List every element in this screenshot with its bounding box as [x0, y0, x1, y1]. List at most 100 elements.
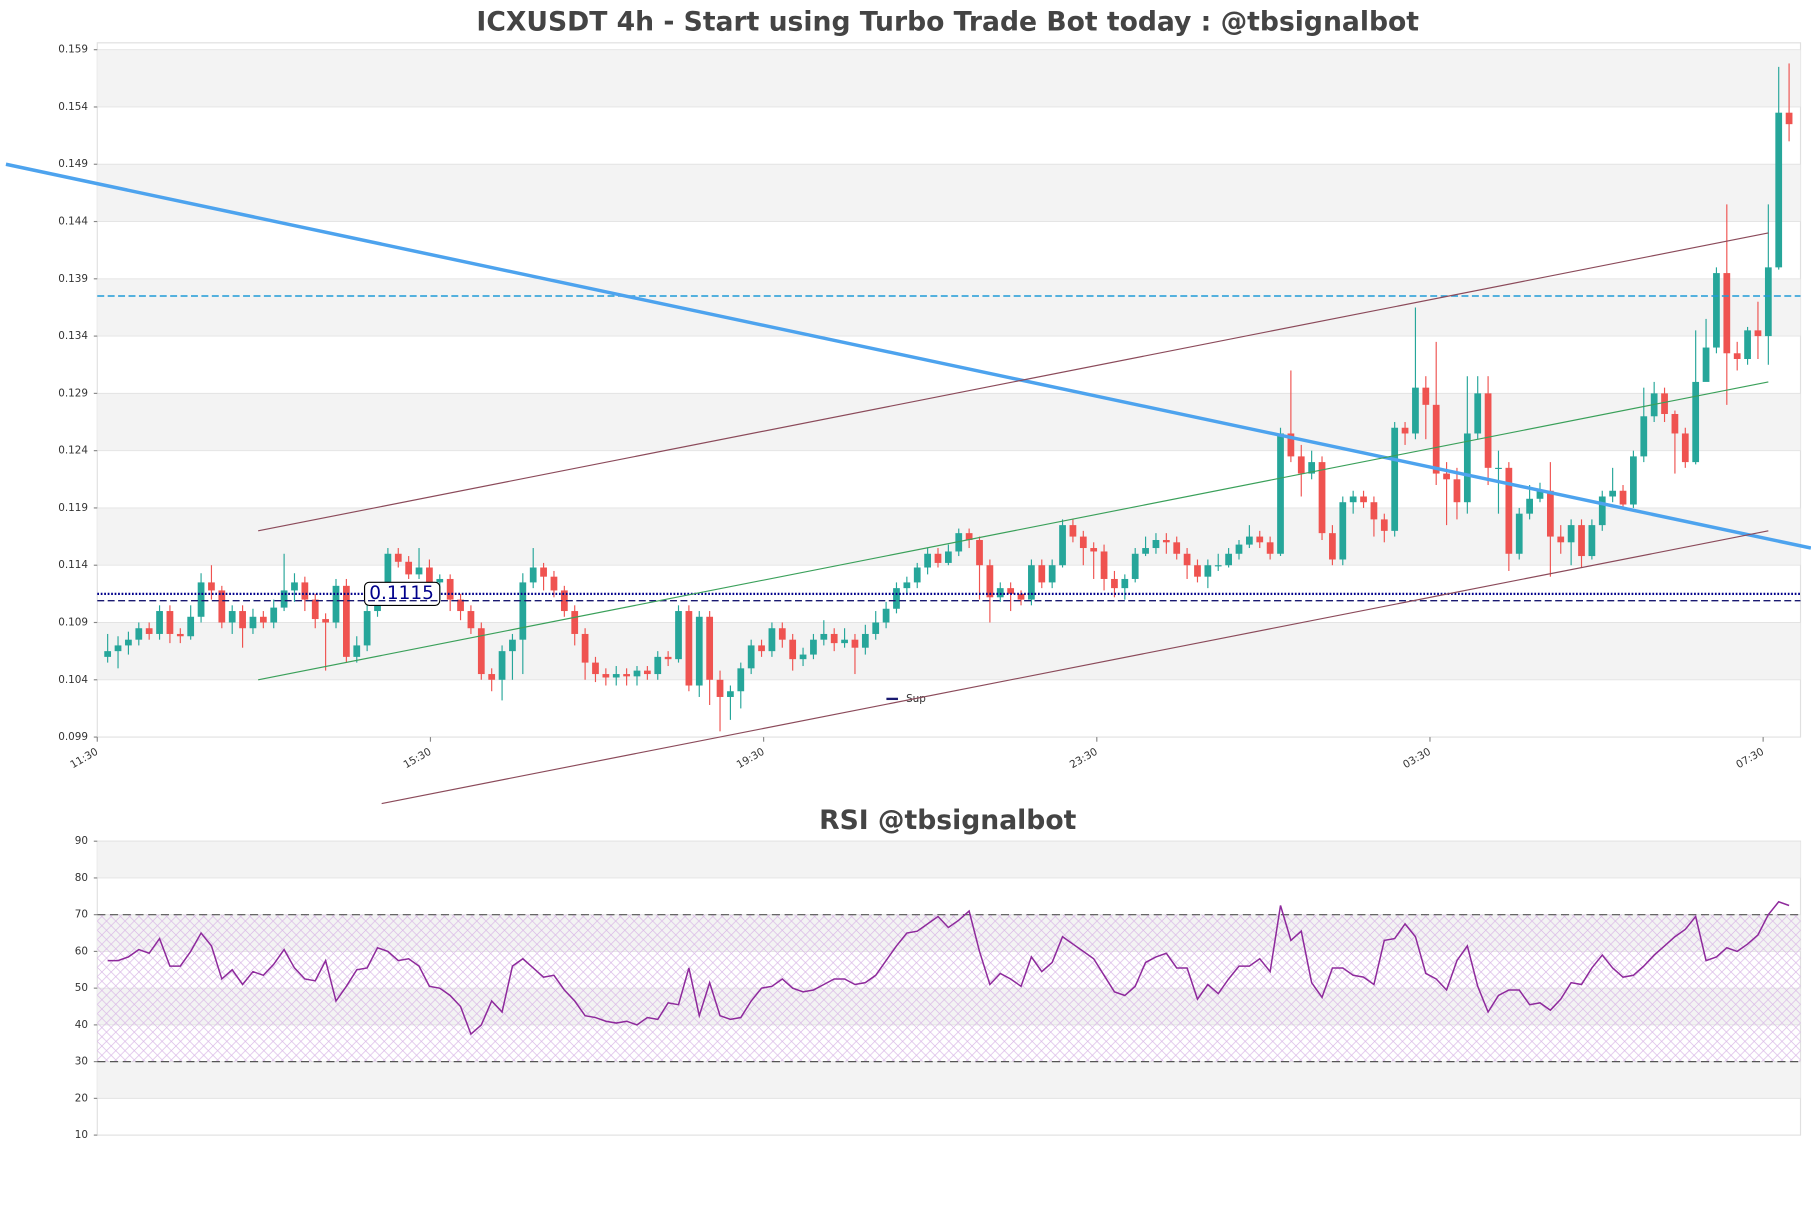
candle-body — [1391, 427, 1399, 531]
band — [97, 914, 1801, 1062]
candle-body — [291, 582, 298, 591]
plot-area — [96, 42, 1802, 738]
y-tick-label: 0.139 — [58, 273, 88, 285]
x-tick-label: 15:30 — [401, 746, 433, 771]
candle-body — [1578, 525, 1585, 557]
grid-band — [97, 49, 1801, 107]
candle-body — [477, 628, 485, 675]
candle-body — [768, 628, 776, 652]
candle-body — [519, 582, 527, 640]
candle-body — [944, 551, 952, 563]
y-tick-label: 50 — [75, 982, 88, 994]
candle-body — [446, 578, 454, 600]
candle-body — [529, 567, 537, 583]
candle-body — [301, 582, 309, 600]
candle-body — [1681, 433, 1689, 463]
candle-body — [114, 645, 122, 652]
x-tick-label: 23:30 — [1068, 746, 1100, 771]
candle-body — [498, 651, 506, 680]
candle-body — [280, 590, 288, 608]
candle-body — [654, 656, 662, 675]
candle-body — [934, 553, 942, 563]
candle-body — [1474, 393, 1482, 434]
candle-body — [270, 607, 278, 623]
candle-body — [1131, 553, 1139, 579]
candle-body — [1785, 112, 1793, 125]
candle-body — [913, 567, 921, 583]
candle-body — [436, 578, 444, 583]
candle-body — [727, 691, 734, 697]
grid-band — [97, 278, 1801, 337]
y-tick-label: 0.119 — [58, 502, 88, 514]
candle-body — [405, 561, 413, 575]
x-tick-label: 07:30 — [1734, 746, 1766, 771]
candle-body — [1588, 525, 1596, 557]
candle-body — [737, 668, 745, 692]
candle-body — [1380, 519, 1388, 531]
candle-body — [830, 633, 838, 644]
candle-body — [633, 670, 641, 677]
candle-body — [1412, 387, 1419, 434]
candle-body — [259, 616, 267, 623]
candle-body — [228, 611, 236, 623]
candle-body — [924, 553, 931, 568]
candle-body — [1090, 548, 1098, 552]
grid-band — [97, 164, 1801, 222]
candle-body — [675, 611, 682, 660]
y-tick-label: 60 — [75, 945, 88, 957]
candle-body — [560, 590, 568, 612]
candle-body — [747, 645, 755, 669]
y-tick-label: 0.109 — [58, 617, 88, 629]
candle-body — [1515, 513, 1523, 554]
candle-body — [1567, 525, 1575, 543]
candle-body — [1256, 536, 1264, 543]
y-tick-label: 80 — [75, 872, 88, 884]
candle-body — [1048, 565, 1056, 583]
candle-body — [664, 656, 672, 660]
candle-body — [1017, 593, 1025, 600]
candle-body — [778, 628, 786, 640]
candle-body — [1235, 544, 1243, 554]
candle-body — [1505, 467, 1513, 554]
candle-body — [1692, 381, 1700, 463]
trend-line — [258, 381, 1769, 681]
candle-body — [1775, 112, 1783, 268]
candle-body — [187, 616, 195, 637]
candle-body — [104, 651, 112, 657]
x-tick-label: 03:30 — [1401, 746, 1433, 771]
candle-body — [986, 565, 994, 598]
candle-body — [1297, 456, 1305, 474]
candle-body — [1277, 433, 1284, 554]
candle-body — [1194, 565, 1201, 577]
candle-body — [1432, 404, 1440, 474]
candle-body — [467, 611, 475, 629]
candle-body — [799, 654, 807, 660]
y-tick-label: 0.149 — [58, 158, 88, 170]
candle-body — [1526, 498, 1533, 514]
candle-body — [394, 553, 402, 562]
price-label-box — [363, 581, 441, 607]
candle-body — [550, 576, 558, 591]
candle-body — [363, 611, 371, 646]
candle-body — [602, 674, 610, 678]
candle-body — [976, 540, 983, 566]
candle-body — [1038, 565, 1046, 583]
rsi-line — [107, 900, 1790, 1036]
candle-body — [218, 590, 226, 623]
candle-body — [176, 633, 184, 637]
candle-body — [343, 585, 350, 657]
candle-body — [1401, 427, 1409, 434]
candle-body — [488, 674, 496, 680]
candle-body — [1463, 433, 1471, 503]
candle-body — [623, 674, 630, 677]
candle-body — [1266, 542, 1274, 554]
candle-body — [1287, 433, 1295, 457]
y-tick-label: 0.144 — [58, 216, 88, 228]
candle-body — [1713, 273, 1720, 348]
candle-body — [893, 588, 900, 609]
y-tick-label: 90 — [75, 835, 88, 847]
y-tick-label: 0.159 — [58, 44, 88, 56]
candle-body — [612, 674, 620, 678]
chart-title: RSI @tbsignalbot — [819, 805, 1077, 836]
